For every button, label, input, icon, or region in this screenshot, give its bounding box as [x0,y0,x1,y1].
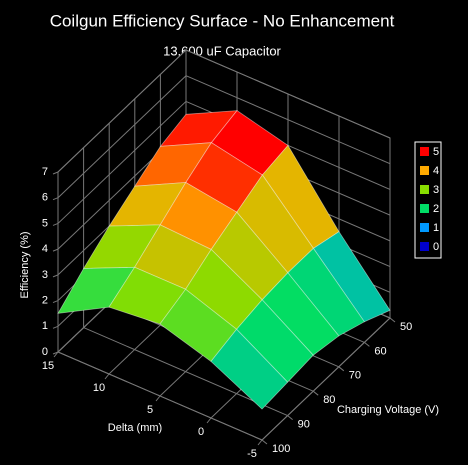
tick-mark [364,342,370,347]
legend-swatch [420,242,429,251]
grid-line [261,317,391,441]
z-tick-label: 7 [42,166,48,178]
z-tick-label: 1 [42,320,48,332]
tick-mark [52,274,59,278]
z-tick-label: 0 [42,346,48,358]
legend-label: 4 [433,165,439,177]
grid-line [57,351,263,441]
z-tick-label: 2 [42,294,48,306]
tick-mark [104,373,110,380]
tick-mark [52,222,59,226]
grid-line [57,49,187,173]
y-tick-label: 100 [272,443,290,455]
tick-mark [52,300,59,304]
z-tick-label: 5 [42,217,48,229]
legend-swatch [420,223,429,232]
grid-line [57,101,187,224]
legend-label: 3 [433,184,439,196]
x-axis-title: Delta (mm) [108,422,162,434]
x-tick-label: 10 [93,382,105,394]
x-tick-label: 15 [42,360,54,372]
tick-mark [312,390,319,396]
legend-swatch [420,166,429,175]
legend-label: 2 [433,203,439,215]
legend-label: 0 [433,241,439,253]
tick-mark [206,417,212,424]
tick-mark [52,248,59,252]
tick-mark [257,439,263,446]
legend-swatch [420,147,429,156]
tick-mark [53,351,59,358]
grid-line [57,75,187,199]
surface-patch [210,328,289,410]
legend-swatch [420,185,429,194]
tick-mark [52,171,59,175]
z-tick-label: 3 [42,269,48,281]
surface-patch [159,288,238,362]
z-axis-title: Efficiency (%) [19,231,31,298]
legend-swatch [420,204,429,213]
y-axis-title: Charging Voltage (V) [337,404,439,416]
x-tick-label: 5 [147,404,153,416]
tick-mark [52,197,59,201]
tick-mark [261,439,268,445]
tick-mark [52,325,59,329]
z-tick-label: 4 [42,243,48,255]
y-tick-label: 90 [298,419,310,431]
tick-mark [338,366,345,372]
chart-title: Coilgun Efficiency Surface - No Enhancem… [50,11,395,30]
tick-mark [287,415,293,420]
tick-mark [155,395,161,402]
y-tick-label: 80 [323,394,335,406]
y-tick-label: 70 [349,370,361,382]
y-tick-label: 60 [374,345,386,357]
legend-label: 5 [433,146,439,158]
legend-label: 1 [433,222,439,234]
y-tick-label: 50 [400,321,412,333]
tick-mark [389,317,396,323]
surface-patch [108,266,187,325]
x-tick-label: 0 [198,426,204,438]
legend-box [414,141,442,259]
x-tick-label: -5 [247,448,257,460]
z-tick-label: 6 [42,192,48,204]
